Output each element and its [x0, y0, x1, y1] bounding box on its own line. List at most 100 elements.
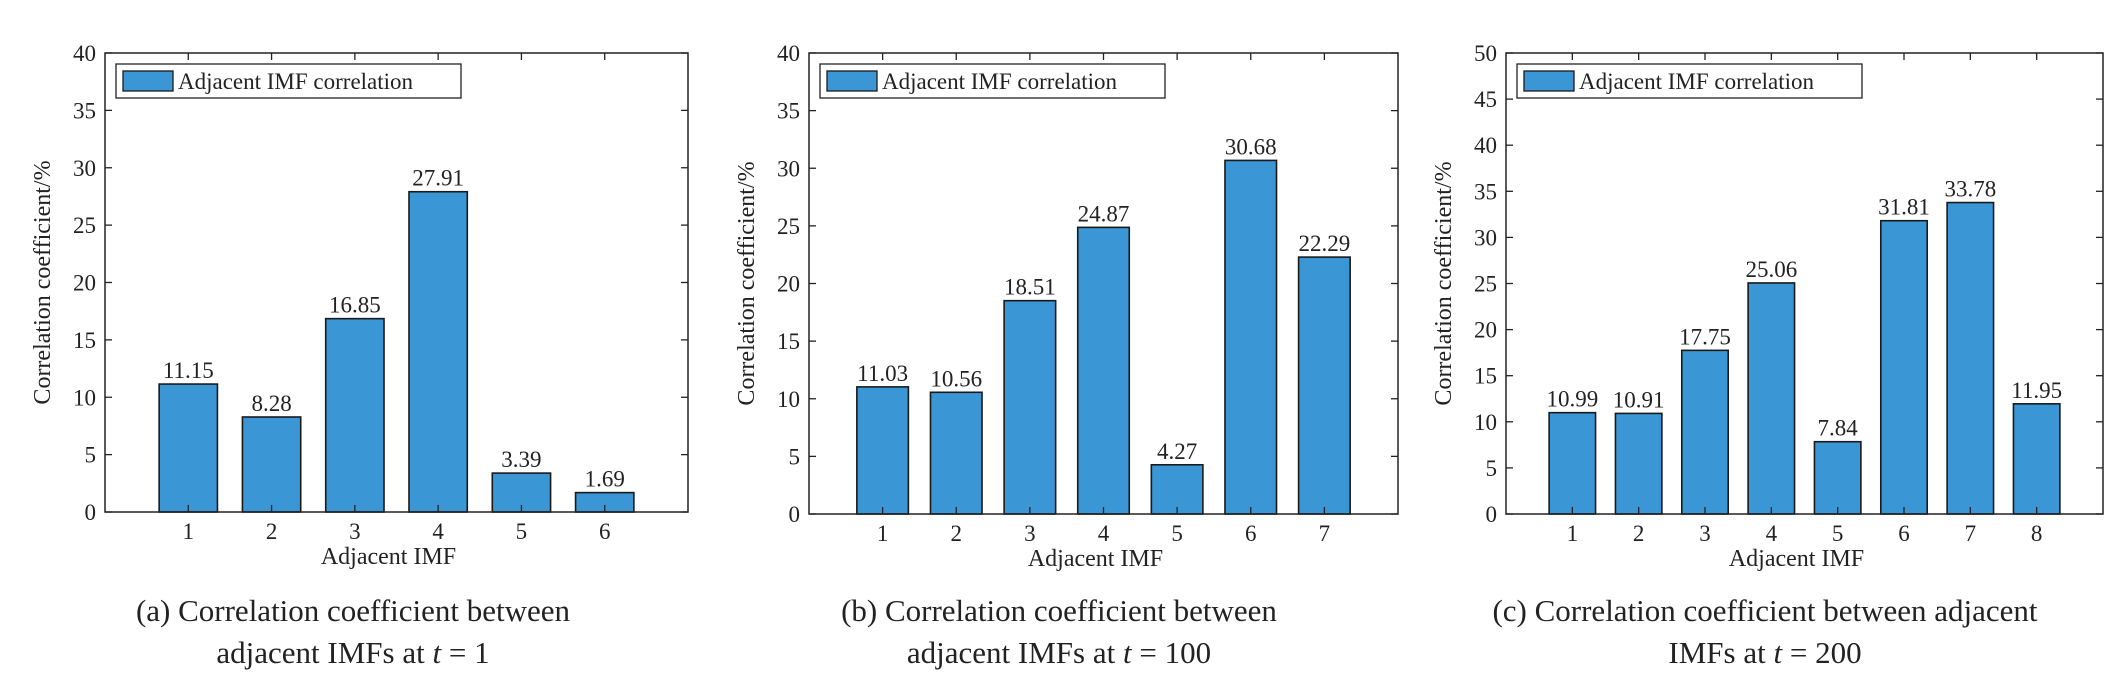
y-tick-label: 40	[1474, 133, 1497, 158]
caption-line2-pre: adjacent IMFs at	[216, 635, 433, 670]
caption-line2: adjacent IMFs at t = 100	[706, 632, 1412, 674]
data-label: 11.03	[857, 361, 908, 386]
data-label: 11.95	[2011, 378, 2062, 403]
x-tick-label: 5	[1832, 521, 1844, 546]
data-label: 16.85	[329, 293, 381, 318]
bar	[856, 386, 910, 515]
data-label: 18.51	[1004, 275, 1056, 300]
y-tick-label: 40	[73, 41, 96, 66]
y-tick-label: 0	[85, 500, 97, 525]
y-tick-label: 50	[1474, 41, 1497, 66]
x-tick-label: 3	[1024, 521, 1036, 546]
data-label: 25.06	[1745, 257, 1797, 282]
x-tick-label: 7	[1319, 521, 1331, 546]
caption-line2: adjacent IMFs at t = 1	[0, 632, 706, 674]
y-tick-label: 15	[73, 328, 96, 353]
x-tick-label: 1	[183, 519, 195, 544]
bar	[324, 317, 385, 513]
x-tick-label: 2	[1633, 521, 1645, 546]
x-tick-label: 1	[877, 521, 889, 546]
y-tick-label: 35	[73, 98, 96, 123]
data-label: 17.75	[1679, 324, 1731, 349]
y-tick-label: 5	[85, 443, 97, 468]
data-label: 7.84	[1818, 416, 1859, 441]
bar	[1548, 411, 1597, 515]
bar	[1150, 463, 1204, 515]
x-tick-label: 5	[1171, 521, 1183, 546]
bar	[408, 190, 469, 513]
y-tick-label: 25	[777, 214, 800, 239]
y-axis-label: Correlation coefficient/%	[734, 161, 760, 405]
data-label: 10.91	[1613, 387, 1665, 412]
data-label: 1.69	[585, 467, 625, 492]
y-tick-label: 5	[1486, 456, 1498, 481]
chart-panel-c: 0 5 10 15 20 25 30 35 40 45 50 1 2 3 4 5 6 7 8 10.99 10.91 17…	[1412, 0, 2118, 696]
bar	[1614, 412, 1663, 515]
bar-chart-b: 0 5 10 15 20 25 30 35 40 1 2 3 4 5 6 7 11.03 10.56 18.51 24…	[734, 41, 1399, 572]
x-tick-label: 2	[951, 521, 963, 546]
chart-panel-b: 0 5 10 15 20 25 30 35 40 1 2 3 4 5 6 7 11.03 10.56 18.51 24…	[706, 0, 1412, 696]
x-axis-label: Adjacent IMF	[321, 544, 456, 570]
caption-line1: (a) Correlation coefficient between	[135, 593, 571, 628]
bar	[929, 391, 983, 515]
caption-t: t	[432, 635, 442, 670]
bar	[1813, 440, 1862, 515]
caption-line2-pre: adjacent IMFs at	[906, 635, 1123, 670]
data-label: 30.68	[1225, 134, 1277, 159]
legend-label: Adjacent IMF correlation	[882, 69, 1118, 94]
y-tick-label: 5	[789, 444, 801, 469]
bar-chart-a: 0 5 10 15 20 25 30 35 40 1 2 3 4 5 6 11.15 8.28 16.85 27.9…	[30, 41, 689, 570]
x-tick-label: 6	[599, 519, 611, 544]
bar	[1076, 226, 1131, 515]
data-label: 24.87	[1078, 201, 1130, 226]
y-tick-label: 30	[1474, 225, 1497, 250]
y-tick-label: 10	[73, 385, 96, 410]
caption-c: (c) Correlation coefficient between adja…	[1412, 590, 2118, 674]
bar	[241, 416, 302, 513]
x-tick-label: 8	[2031, 521, 2043, 546]
caption-line2-post: = 1	[441, 635, 490, 670]
data-label: 11.15	[163, 358, 214, 383]
legend-label: Adjacent IMF correlation	[1579, 69, 1815, 94]
y-tick-label: 10	[1474, 410, 1497, 435]
caption-line2-post: = 100	[1131, 635, 1212, 670]
caption-a: (a) Correlation coefficient between adja…	[0, 590, 706, 674]
data-label: 27.91	[412, 166, 464, 191]
bar	[1747, 282, 1796, 515]
bar	[1224, 159, 1278, 515]
y-tick-label: 15	[1474, 364, 1497, 389]
y-tick-label: 0	[789, 502, 801, 527]
data-label: 22.29	[1299, 231, 1351, 256]
caption-line2-post: = 200	[1782, 635, 1862, 670]
y-tick-label: 20	[73, 271, 96, 296]
bar	[1879, 219, 1929, 515]
legend-swatch	[122, 70, 174, 92]
chart-panel-a: 0 5 10 15 20 25 30 35 40 1 2 3 4 5 6 11.15 8.28 16.85 27.9…	[0, 0, 706, 696]
legend-swatch	[826, 70, 878, 92]
data-label: 31.81	[1878, 195, 1930, 220]
data-label: 8.28	[251, 391, 291, 416]
x-axis-label: Adjacent IMF	[1028, 546, 1163, 572]
x-tick-label: 2	[266, 519, 278, 544]
caption-t: t	[1773, 635, 1783, 670]
caption-line1: (c) Correlation coefficient between adja…	[1492, 593, 2038, 628]
y-tick-label: 35	[777, 99, 800, 124]
caption-t: t	[1122, 635, 1132, 670]
y-tick-label: 20	[777, 272, 800, 297]
x-tick-label: 5	[516, 519, 528, 544]
y-tick-label: 45	[1474, 87, 1497, 112]
caption-line2-pre: IMFs at	[1668, 635, 1774, 670]
caption-b: (b) Correlation coefficient between adja…	[706, 590, 1412, 674]
x-tick-label: 1	[1567, 521, 1579, 546]
y-tick-label: 35	[1474, 179, 1497, 204]
y-tick-label: 15	[777, 329, 800, 354]
bar	[1003, 299, 1057, 515]
x-tick-label: 4	[1766, 521, 1778, 546]
x-tick-label: 6	[1245, 521, 1257, 546]
x-tick-label: 3	[1699, 521, 1711, 546]
caption-line1: (b) Correlation coefficient between	[841, 593, 1277, 628]
y-axis-label: Correlation coefficient/%	[30, 160, 56, 404]
bar	[1297, 256, 1351, 515]
x-tick-label: 6	[1898, 521, 1910, 546]
